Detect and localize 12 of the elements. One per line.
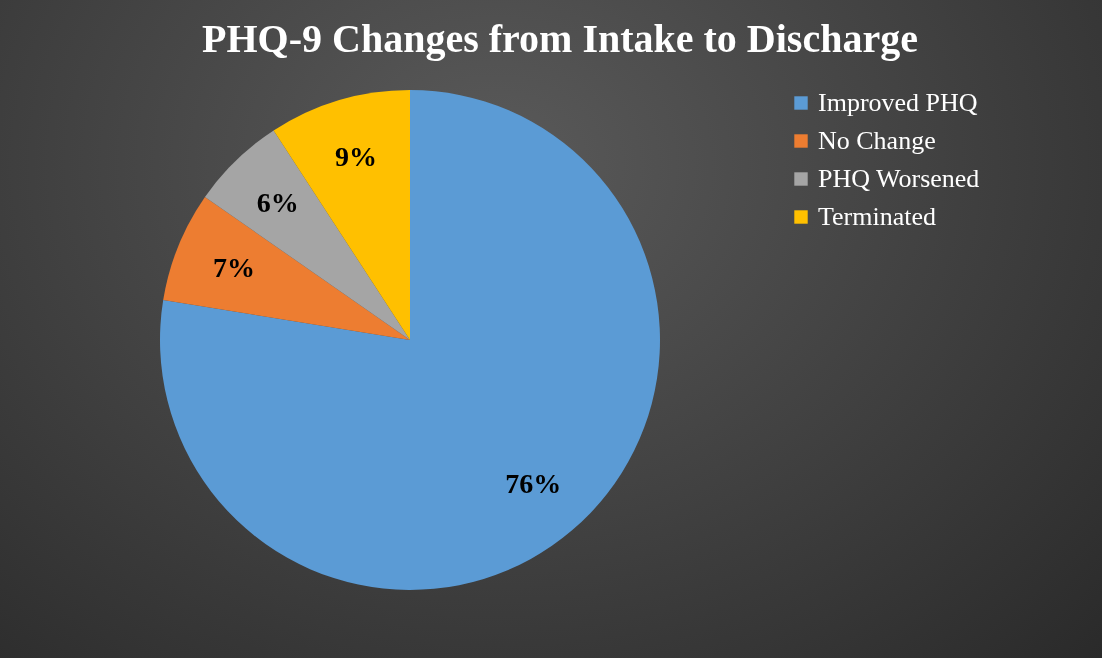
legend-label: Terminated [818,202,937,231]
chart-title: PHQ-9 Changes from Intake to Discharge [202,16,918,61]
legend-label: No Change [818,126,936,155]
data-label: 7% [212,251,255,283]
pie-slice [163,196,410,340]
legend-label: Improved PHQ [818,88,978,117]
pie-slice [204,130,410,340]
data-label: 76% [505,467,562,499]
data-label: 6% [256,186,299,218]
legend-label: PHQ Worsened [818,164,980,193]
data-label: 9% [334,140,377,172]
pie-slice [160,90,660,590]
